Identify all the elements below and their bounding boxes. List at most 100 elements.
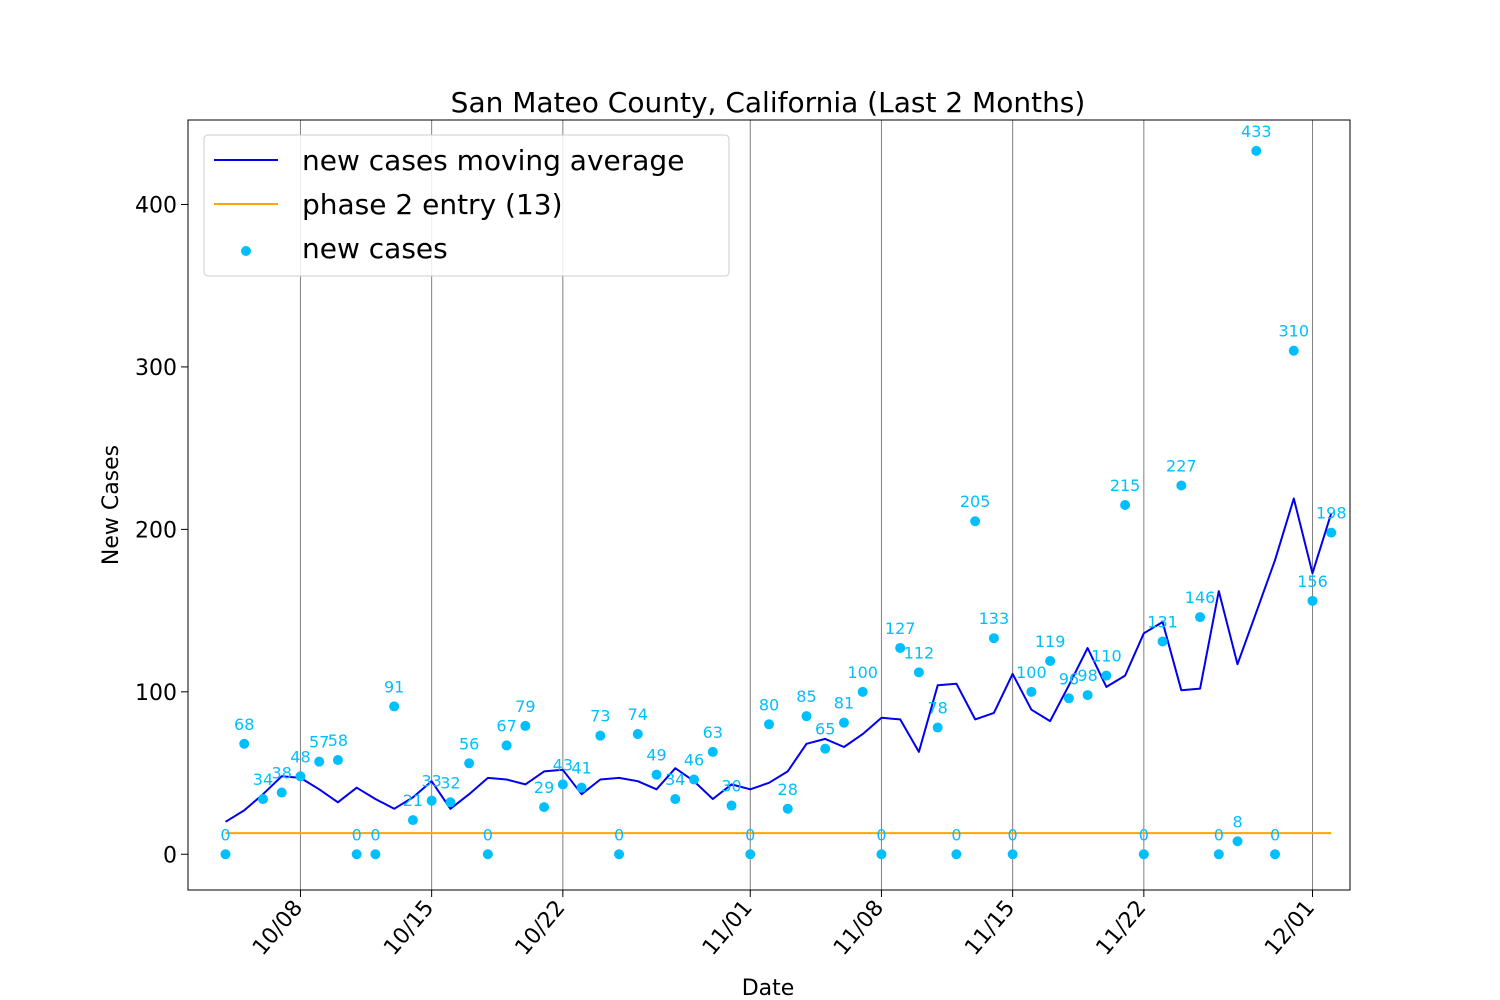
new-cases-data-label: 0 — [614, 825, 624, 844]
new-cases-point — [707, 746, 718, 757]
new-cases-point — [670, 794, 681, 805]
new-cases-data-label: 65 — [815, 720, 835, 739]
moving-average-line — [224, 497, 1333, 823]
new-cases-data-label: 63 — [703, 723, 723, 742]
new-cases-point — [539, 802, 550, 813]
new-cases-points — [220, 145, 1337, 860]
new-cases-point — [764, 719, 774, 730]
new-cases-data-label: 73 — [590, 707, 610, 726]
new-cases-data-label: 112 — [904, 643, 935, 662]
new-cases-point — [1307, 595, 1318, 606]
new-cases-point — [932, 722, 943, 733]
new-cases-data-label: 56 — [459, 734, 479, 753]
new-cases-point — [1063, 693, 1074, 704]
new-cases-data-label: 0 — [1214, 825, 1224, 844]
new-cases-data-label: 119 — [1035, 632, 1066, 651]
new-cases-data-label: 74 — [628, 705, 648, 724]
new-cases-data-label: 0 — [876, 825, 886, 844]
new-cases-point — [1232, 836, 1243, 847]
new-cases-data-label: 41 — [571, 759, 591, 778]
new-cases-point — [913, 667, 924, 678]
new-cases-data-label: 49 — [646, 746, 666, 765]
new-cases-data-label: 110 — [1091, 647, 1122, 666]
new-cases-data-label: 80 — [759, 695, 779, 714]
new-cases-data-label: 96 — [1059, 669, 1079, 688]
new-cases-point — [426, 795, 437, 806]
new-cases-point — [1326, 527, 1337, 538]
legend-box — [203, 134, 730, 277]
new-cases-point — [389, 701, 400, 712]
new-cases-point — [651, 769, 662, 780]
new-cases-data-label: 205 — [960, 492, 991, 511]
legend-new-cases-label: new cases — [302, 232, 448, 265]
new-cases-point — [1007, 849, 1018, 860]
new-cases-point — [1082, 690, 1093, 701]
new-cases-point — [464, 758, 475, 769]
new-cases-point — [1176, 480, 1187, 491]
new-cases-point — [295, 771, 306, 782]
new-cases-point — [1288, 345, 1299, 356]
new-cases-point — [1251, 145, 1262, 156]
new-cases-data-label: 28 — [778, 780, 798, 799]
new-cases-point — [332, 755, 343, 766]
new-cases-point — [1157, 636, 1168, 647]
new-cases-data-label: 34 — [665, 770, 685, 789]
new-cases-point — [838, 717, 849, 728]
new-cases-data-label: 0 — [220, 825, 230, 844]
new-cases-point — [782, 803, 793, 814]
new-cases-point — [576, 782, 587, 793]
new-cases-data-label: 215 — [1110, 476, 1141, 495]
y-tick-label: 300 — [135, 356, 177, 381]
new-cases-point — [857, 686, 868, 697]
chart-title: San Mateo County, California (Last 2 Mon… — [451, 86, 1086, 119]
new-cases-data-label: 85 — [796, 687, 816, 706]
y-tick-label: 200 — [135, 518, 177, 543]
new-cases-point — [1195, 612, 1206, 623]
new-cases-data-label: 100 — [1016, 663, 1047, 682]
legend-new-cases-swatch — [241, 246, 251, 256]
x-axis-label: Date — [742, 976, 795, 1000]
new-cases-point — [632, 729, 643, 740]
new-cases-data-label: 133 — [979, 609, 1010, 628]
new-cases-data-label: 0 — [483, 825, 493, 844]
new-cases-data-label: 0 — [1270, 825, 1280, 844]
new-cases-data-label: 79 — [515, 697, 535, 716]
new-cases-point — [276, 787, 287, 798]
new-cases-point — [876, 849, 887, 860]
y-tick-label: 0 — [163, 843, 177, 868]
new-cases-point — [520, 720, 531, 731]
new-cases-point — [595, 730, 606, 741]
new-cases-data-label: 81 — [834, 694, 854, 713]
new-cases-data-label: 34 — [253, 770, 273, 789]
new-cases-point — [1101, 670, 1112, 681]
new-cases-point — [801, 711, 812, 722]
new-cases-point — [445, 797, 456, 808]
new-cases-point — [745, 849, 756, 860]
legend-moving-average-label: new cases moving average — [302, 144, 684, 177]
new-cases-point — [895, 642, 906, 653]
y-tick-label: 400 — [135, 193, 177, 218]
new-cases-data-label: 0 — [1139, 825, 1149, 844]
new-cases-data-label: 21 — [403, 791, 423, 810]
new-cases-data-label: 227 — [1166, 457, 1197, 476]
new-cases-data-label: 100 — [847, 663, 878, 682]
new-cases-point — [407, 815, 418, 826]
new-cases-point — [1213, 849, 1224, 860]
new-cases-data-label: 0 — [1008, 825, 1018, 844]
new-cases-data-label: 78 — [927, 699, 947, 718]
new-cases-point — [239, 738, 250, 749]
new-cases-data-label: 0 — [370, 825, 380, 844]
new-cases-point — [1026, 686, 1037, 697]
new-cases-point — [501, 740, 512, 751]
new-cases-data-label: 33 — [421, 772, 441, 791]
legend-phase-2-entry-label: phase 2 entry (13) — [302, 188, 563, 221]
new-cases-point — [726, 800, 737, 811]
new-cases-point — [951, 849, 962, 860]
new-cases-data-label: 310 — [1279, 322, 1310, 341]
new-cases-point — [820, 743, 831, 754]
new-cases-data-label: 146 — [1185, 588, 1216, 607]
new-cases-point — [689, 774, 700, 785]
new-cases-data-label: 67 — [496, 716, 516, 735]
